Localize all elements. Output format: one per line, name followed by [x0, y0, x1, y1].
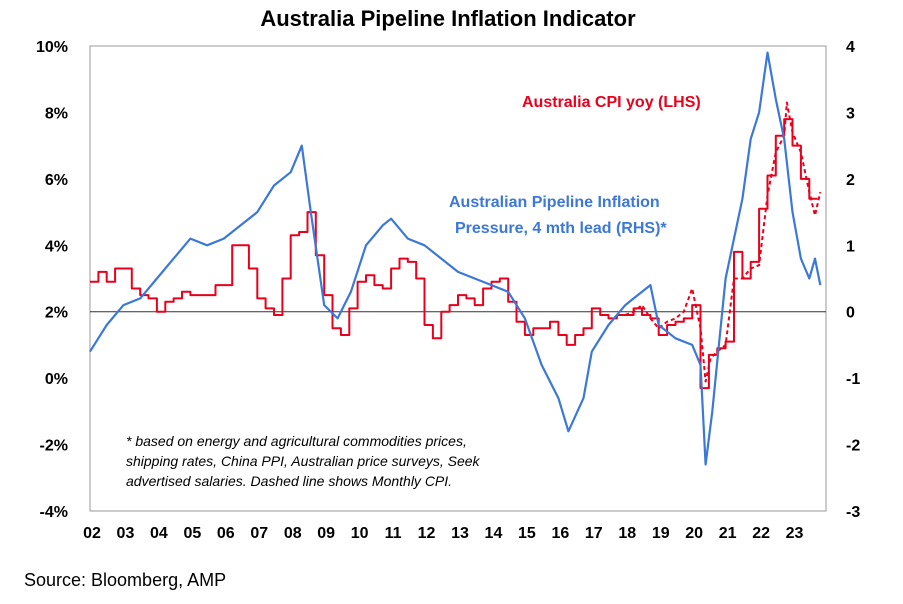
- source-caption: Source: Bloomberg, AMP: [24, 570, 227, 590]
- cpi-series-label: Australia CPI yoy (LHS): [522, 94, 701, 111]
- left-tick-label: -2%: [40, 438, 68, 455]
- left-tick-label: 4%: [45, 238, 68, 255]
- right-tick-label: -2: [846, 438, 860, 455]
- x-tick-label: 10: [351, 525, 369, 542]
- x-tick-label: 04: [150, 525, 168, 542]
- left-tick-label: 2%: [45, 305, 68, 322]
- x-axis-ticks: 02 03 04 05 06 07 08 09 10 11 12 13 14 15 16 17 18 19 20 21…: [83, 525, 803, 542]
- left-tick-label: 10%: [36, 39, 68, 56]
- pipeline-series-label-line1: Australian Pipeline Inflation: [449, 194, 660, 211]
- left-tick-label: 6%: [45, 172, 68, 189]
- x-tick-label: 02: [83, 525, 101, 542]
- x-tick-label: 14: [485, 525, 503, 542]
- x-tick-label: 23: [786, 525, 804, 542]
- x-tick-label: 22: [752, 525, 770, 542]
- x-tick-label: 20: [685, 525, 703, 542]
- x-tick-label: 11: [385, 525, 402, 542]
- x-tick-label: 05: [183, 525, 201, 542]
- series-line-1: [624, 101, 822, 383]
- series-line-2: [89, 51, 822, 466]
- x-tick-label: 18: [618, 525, 636, 542]
- right-tick-label: 3: [846, 105, 855, 122]
- x-tick-label: 21: [719, 525, 737, 542]
- plot-area: [89, 45, 827, 512]
- series-layer: [89, 51, 822, 466]
- x-tick-label: 03: [117, 525, 135, 542]
- x-tick-label: 12: [418, 525, 436, 542]
- right-tick-label: -1: [846, 371, 860, 388]
- x-tick-label: 06: [217, 525, 235, 542]
- x-tick-label: 19: [652, 525, 670, 542]
- pipeline-series-label-line2: Pressure, 4 mth lead (RHS)*: [455, 220, 667, 237]
- left-tick-label: 8%: [45, 105, 68, 122]
- right-tick-label: 2: [846, 172, 855, 189]
- right-axis-ticks: 4 3 2 1 0 -1 -2 -3: [846, 39, 860, 521]
- footnote-line1: * based on energy and agricultural commo…: [126, 433, 467, 449]
- left-tick-label: 0%: [45, 371, 68, 388]
- right-tick-label: 4: [846, 39, 855, 56]
- left-axis-ticks: 10% 8% 6% 4% 2% 0% -2% -4%: [36, 39, 68, 521]
- footnote-line3: advertised salaries. Dashed line shows M…: [126, 473, 452, 489]
- x-tick-label: 15: [518, 525, 536, 542]
- footnote-line2: shipping rates, China PPI, Australian pr…: [126, 453, 481, 469]
- chart: Australia Pipeline Inflation Indicator 1…: [36, 6, 860, 542]
- x-tick-label: 08: [284, 525, 302, 542]
- chart-title: Australia Pipeline Inflation Indicator: [260, 6, 636, 31]
- x-tick-label: 17: [585, 525, 603, 542]
- right-tick-label: 1: [846, 238, 855, 255]
- right-tick-label: 0: [846, 305, 855, 322]
- x-tick-label: 16: [551, 525, 569, 542]
- x-tick-label: 13: [451, 525, 469, 542]
- series-line-0: [90, 118, 818, 390]
- right-tick-label: -3: [846, 504, 860, 521]
- x-tick-label: 09: [317, 525, 335, 542]
- left-tick-label: -4%: [40, 504, 68, 521]
- x-tick-label: 07: [250, 525, 268, 542]
